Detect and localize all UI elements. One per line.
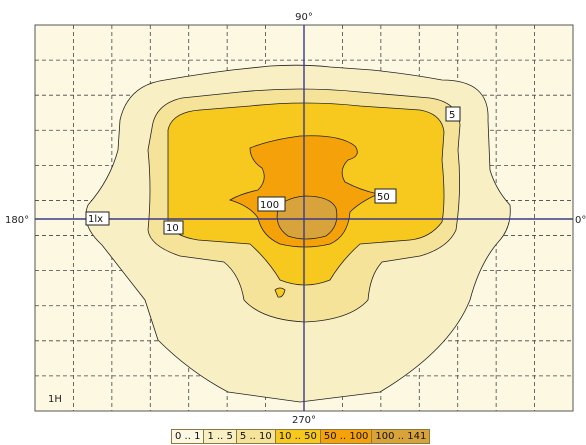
legend-item: 1 .. 5 (204, 430, 237, 443)
contour-100 (276, 195, 338, 240)
legend-item: 5 .. 10 (236, 430, 276, 443)
svg-text:1lx: 1lx (88, 214, 103, 225)
svg-text:5: 5 (449, 110, 455, 121)
legend: 0 .. 1 1 .. 5 5 .. 10 10 .. 50 50 .. 100… (171, 429, 431, 444)
contour-label-5: 5 (445, 106, 461, 122)
svg-text:100: 100 (260, 200, 279, 211)
contour-label-50: 50 (374, 188, 397, 204)
legend-item: 0 .. 1 (172, 430, 205, 443)
contour-5-blob (274, 287, 286, 298)
legend-item: 10 .. 50 (275, 430, 321, 443)
svg-text:50: 50 (377, 192, 390, 203)
axis-label-top: 90° (295, 12, 313, 23)
contour-label-10: 10 (163, 220, 184, 235)
axis-label-left: 180° (5, 215, 29, 226)
contour-label-1lx: 1lx (85, 211, 110, 226)
svg-text:10: 10 (166, 223, 179, 234)
axis-label-right: 0° (575, 215, 586, 226)
axis-label-bottom: 270° (292, 415, 316, 426)
legend-item: 50 .. 100 (320, 430, 373, 443)
corner-label: 1H (48, 394, 62, 405)
contour-label-100: 100 (257, 196, 286, 212)
legend-item: 100 .. 141 (372, 430, 430, 443)
